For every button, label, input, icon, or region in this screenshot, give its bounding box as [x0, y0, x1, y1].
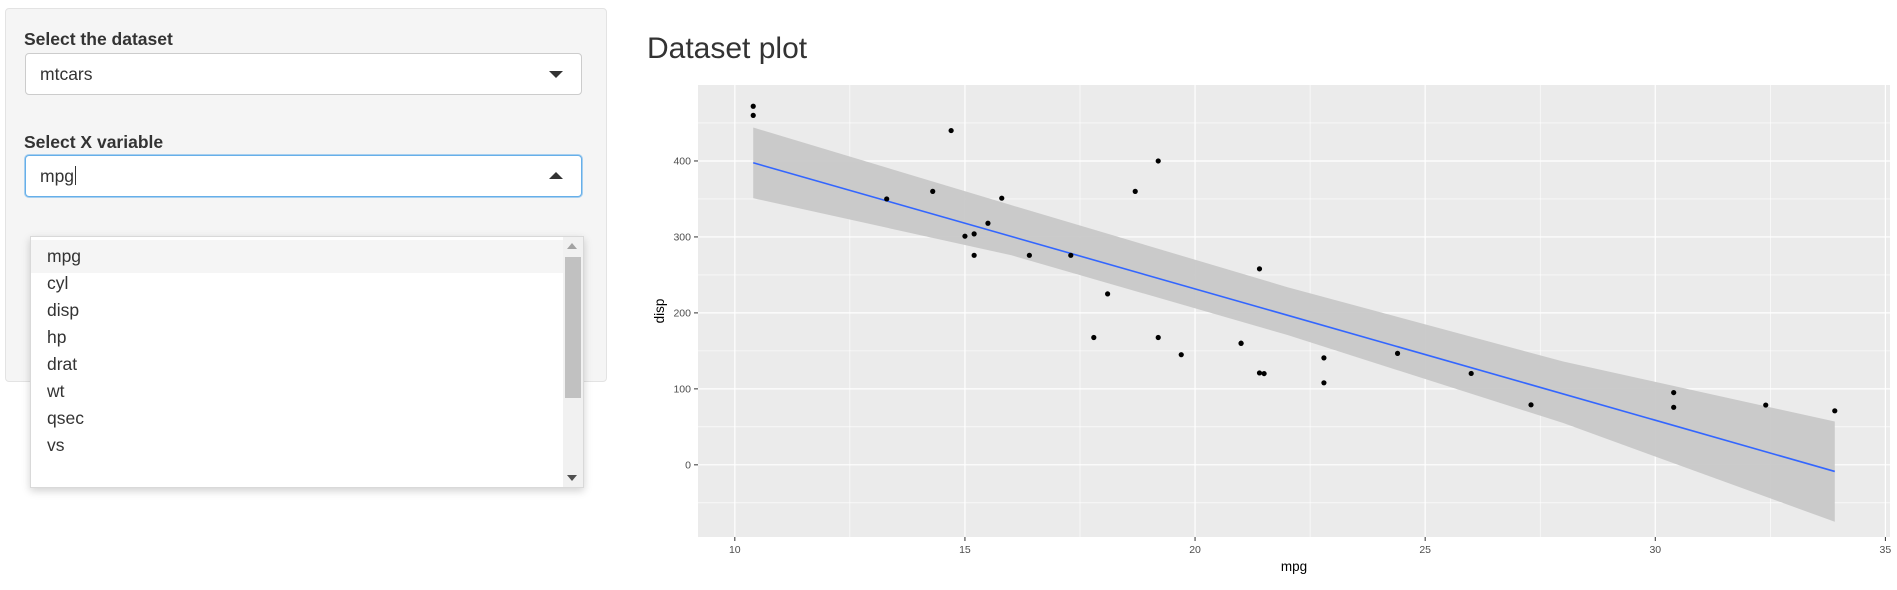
dropdown-option-wt[interactable]: wt	[47, 381, 65, 401]
data-point	[962, 233, 968, 239]
dropdown-option-cyl[interactable]: cyl	[47, 273, 69, 293]
y-tick-label: 200	[673, 307, 691, 319]
dataset-select-value: mtcars	[40, 64, 93, 84]
data-point	[1155, 158, 1161, 164]
xvar-select[interactable]: mpg	[25, 155, 582, 197]
confidence-band	[753, 127, 1835, 522]
data-point	[750, 112, 756, 118]
x-tick-label: 30	[1649, 544, 1661, 556]
data-point	[1256, 266, 1263, 272]
dropdown-option-drat[interactable]: drat	[47, 354, 78, 374]
scrollbar-thumb[interactable]	[565, 257, 581, 398]
dataset-label: Select the dataset	[24, 29, 173, 49]
x-axis-title: mpg	[1281, 559, 1307, 574]
data-point	[884, 196, 890, 202]
y-tick-label: 0	[685, 459, 691, 471]
data-point	[1394, 350, 1401, 356]
data-point	[971, 252, 977, 258]
text-cursor	[75, 166, 77, 185]
data-point	[1763, 402, 1769, 408]
plot-title: Dataset plot	[647, 32, 808, 65]
data-point	[1105, 291, 1111, 297]
data-point	[1178, 352, 1184, 358]
data-point	[1238, 340, 1244, 346]
data-point	[999, 195, 1005, 201]
data-point	[1261, 370, 1267, 377]
y-tick-label: 400	[673, 155, 691, 167]
x-tick-label: 20	[1189, 544, 1201, 556]
data-point	[1528, 402, 1534, 408]
xvar-dropdown-list: mpg cyl disp hp drat wt qsec vs	[30, 236, 584, 488]
xvar-select-input[interactable]: mpg	[40, 166, 77, 186]
data-point	[948, 127, 954, 134]
scroll-down-arrow-icon[interactable]	[567, 475, 577, 481]
dropdown-option-hp[interactable]: hp	[47, 327, 67, 347]
x-tick-label: 10	[729, 544, 741, 556]
data-point	[1832, 408, 1838, 414]
data-point	[1321, 380, 1327, 386]
dropdown-option-mpg[interactable]: mpg	[31, 240, 564, 273]
data-point	[1155, 334, 1161, 341]
data-point	[1132, 188, 1138, 194]
dataset-select[interactable]: mtcars	[25, 53, 582, 95]
data-point	[1671, 404, 1677, 410]
chevron-down-icon[interactable]	[549, 71, 563, 78]
data-point	[1321, 355, 1327, 361]
x-tick-label: 35	[1880, 544, 1892, 556]
y-axis-title: disp	[652, 299, 667, 324]
y-tick-label: 300	[673, 231, 691, 243]
scatter-chart: 10 15 20 25 30 35 0 100 200 300 400 mpg disp	[652, 85, 1892, 574]
data-point	[985, 220, 991, 226]
data-point	[1068, 252, 1074, 258]
chevron-up-icon[interactable]	[549, 172, 563, 179]
xvar-label: Select X variable	[24, 132, 164, 152]
data-point	[930, 188, 936, 194]
data-point	[971, 231, 977, 237]
dropdown-option-vs[interactable]: vs	[47, 435, 65, 455]
y-tick-label: 100	[673, 383, 691, 395]
regression-line	[753, 162, 1835, 473]
data-point	[1671, 389, 1677, 396]
data-point	[750, 103, 756, 109]
dropdown-scrollbar[interactable]	[563, 237, 583, 487]
data-point	[1026, 252, 1032, 258]
scroll-up-arrow-icon[interactable]	[567, 243, 577, 249]
data-point	[1468, 370, 1474, 377]
dropdown-option-disp[interactable]: disp	[47, 300, 80, 320]
x-tick-label: 15	[959, 544, 971, 556]
dropdown-option-qsec[interactable]: qsec	[47, 408, 84, 428]
data-point	[1091, 334, 1097, 341]
data-point	[1256, 370, 1263, 376]
x-tick-label: 25	[1419, 544, 1431, 556]
